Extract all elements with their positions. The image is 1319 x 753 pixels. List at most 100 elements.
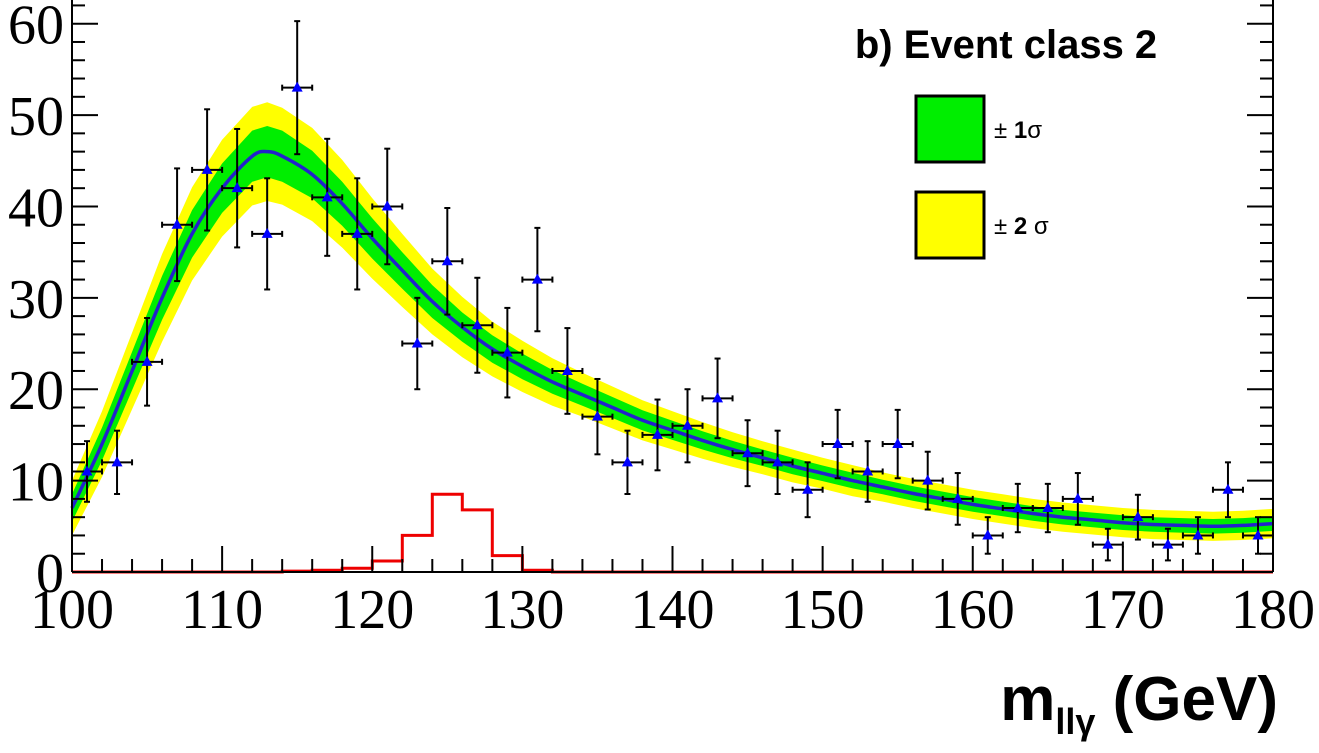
triangle-marker — [742, 447, 754, 458]
triangle-marker — [381, 200, 393, 211]
data-points-layer — [71, 20, 1274, 562]
data-point — [881, 408, 914, 480]
x-tick-label: 160 — [931, 579, 1015, 641]
y-tick-label: 20 — [8, 360, 64, 422]
data-point — [131, 316, 164, 407]
x-tick-label: 170 — [1081, 579, 1165, 641]
data-point — [581, 377, 614, 456]
x-tick-label: 130 — [480, 579, 564, 641]
data-point — [551, 327, 584, 415]
fit-curve-layer — [70, 149, 1274, 529]
triangle-marker — [621, 456, 633, 467]
triangle-marker — [471, 319, 483, 330]
legend-label-bold: 1 — [1014, 117, 1027, 144]
data-point — [701, 357, 734, 440]
triangle-marker — [892, 438, 904, 449]
data-point — [1181, 516, 1214, 555]
triangle-marker — [1252, 529, 1264, 540]
data-point — [221, 127, 254, 249]
data-point — [791, 461, 824, 519]
triangle-marker — [1102, 538, 1114, 549]
data-point — [281, 20, 314, 156]
legend-swatch — [914, 94, 986, 164]
y-tick-label: 60 — [8, 0, 64, 57]
triangle-marker — [321, 191, 333, 202]
x-axis-label-unit: (GeV) — [1113, 665, 1278, 734]
triangle-marker — [862, 465, 874, 476]
band-2sigma — [72, 102, 1273, 541]
triangle-marker — [591, 410, 603, 421]
y-tick-label: 10 — [8, 452, 64, 514]
data-point — [911, 450, 944, 511]
fit-curve — [70, 149, 1274, 529]
x-tick-label: 180 — [1231, 579, 1315, 641]
data-point — [821, 408, 854, 480]
data-point — [1001, 482, 1034, 534]
triangle-marker — [501, 346, 513, 357]
triangle-marker — [111, 456, 123, 467]
data-point — [1151, 527, 1184, 562]
triangle-marker — [1132, 511, 1144, 522]
triangle-marker — [651, 428, 663, 439]
x-tick-label: 110 — [181, 579, 263, 641]
legend: ± 1σ ± 2 σ — [914, 94, 1049, 260]
legend-label-suffix: σ — [1027, 117, 1042, 144]
triangle-marker — [171, 218, 183, 229]
data-point — [611, 429, 644, 495]
data-point — [251, 177, 284, 291]
data-point — [491, 306, 524, 399]
data-point — [941, 472, 974, 526]
data-point — [671, 388, 704, 464]
legend-label: ± 1σ — [994, 117, 1042, 144]
triangle-marker — [952, 492, 964, 503]
x-axis-label-subscript: llγ — [1055, 701, 1095, 742]
triangle-marker — [682, 419, 694, 430]
y-tick-label: 40 — [8, 177, 64, 239]
legend-label: ± 2 σ — [994, 213, 1049, 240]
x-tick-label: 120 — [330, 579, 414, 641]
triangle-marker — [1042, 502, 1054, 513]
data-point — [101, 429, 134, 495]
data-point — [431, 207, 464, 316]
triangle-marker — [922, 474, 934, 485]
y-tick-label: 50 — [8, 86, 64, 148]
triangle-marker — [81, 465, 93, 476]
triangle-marker — [1222, 483, 1234, 494]
triangle-marker — [982, 529, 994, 540]
data-point — [461, 276, 494, 374]
y-tick-label: 30 — [8, 269, 64, 331]
triangle-marker — [1192, 529, 1204, 540]
triangle-marker — [141, 355, 153, 366]
data-point — [1211, 461, 1244, 519]
data-point — [371, 147, 404, 266]
data-point — [731, 419, 764, 488]
data-point — [161, 167, 194, 283]
x-tick-label: 150 — [781, 579, 865, 641]
triangle-marker — [832, 438, 844, 449]
chart-title: b) Event class 2 — [855, 23, 1157, 67]
triangle-marker — [561, 364, 573, 375]
triangle-marker — [261, 227, 273, 238]
uncertainty-bands — [72, 102, 1273, 541]
legend-label-prefix: ± — [994, 213, 1014, 240]
triangle-marker — [351, 227, 363, 238]
data-point — [1091, 527, 1124, 562]
legend-item: ± 1σ — [914, 94, 1042, 164]
legend-swatch — [914, 190, 986, 260]
data-point — [641, 398, 674, 472]
triangle-marker — [441, 255, 453, 266]
data-point — [191, 108, 224, 232]
triangle-marker — [411, 337, 423, 348]
x-axis-label: mllγ (GeV) — [1000, 665, 1278, 742]
x-tick-label: 100 — [30, 579, 114, 641]
data-point — [521, 226, 554, 333]
triangle-marker — [201, 163, 213, 174]
y-tick-label: 0 — [36, 543, 64, 605]
x-axis-label-main: m — [1000, 665, 1055, 734]
triangle-marker — [1162, 538, 1174, 549]
x-tick-label: 140 — [631, 579, 715, 641]
data-point — [1031, 482, 1064, 534]
legend-label-prefix: ± — [994, 117, 1014, 144]
